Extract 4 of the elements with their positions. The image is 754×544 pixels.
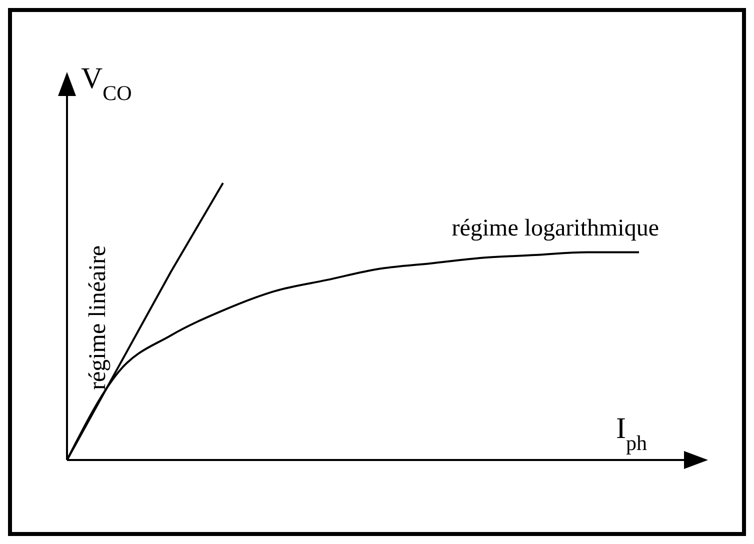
series-label: régime logarithmique: [452, 215, 659, 242]
text: régime linéaire: [85, 245, 111, 390]
x-axis-title: I$_{ph}$: [616, 412, 648, 455]
y-axis-title: V$_{CO}$: [81, 62, 132, 105]
